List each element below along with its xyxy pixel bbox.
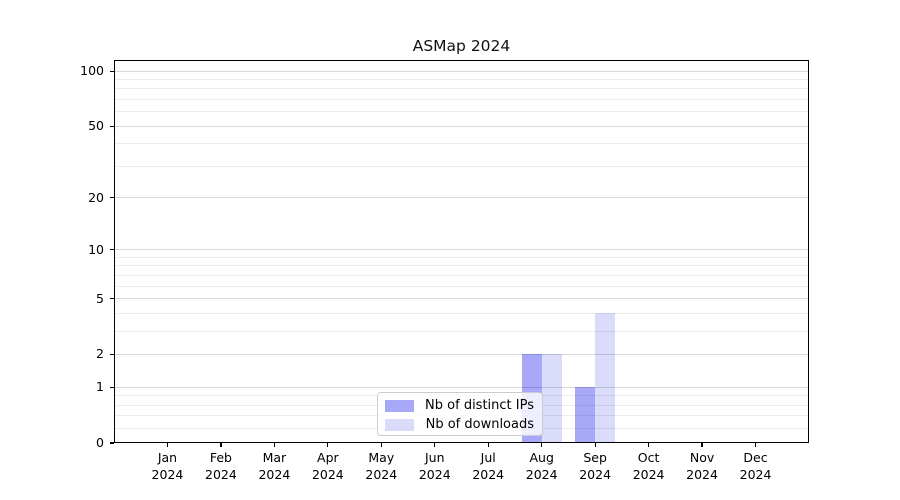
bar-nb-of-distinct-ips-sep xyxy=(575,387,596,442)
x-tick-label: Jul 2024 xyxy=(472,450,505,482)
major-gridline xyxy=(115,386,808,388)
x-tick-mark xyxy=(541,443,543,447)
y-tick-mark xyxy=(110,70,114,72)
legend: Nb of distinct IPs Nb of downloads xyxy=(377,392,543,436)
legend-entry: Nb of distinct IPs xyxy=(385,397,534,415)
y-tick-label: 10 xyxy=(88,241,104,257)
plot-frame xyxy=(114,60,809,443)
major-gridline xyxy=(115,353,808,355)
minor-gridline xyxy=(115,312,808,314)
x-tick-mark xyxy=(273,443,275,447)
x-tick-mark xyxy=(434,443,436,447)
minor-gridline xyxy=(115,111,808,113)
x-tick-label: Nov 2024 xyxy=(686,450,718,482)
y-tick-mark xyxy=(110,197,114,199)
y-tick-label: 20 xyxy=(88,189,104,205)
x-tick-mark xyxy=(754,443,757,447)
minor-gridline xyxy=(115,143,808,145)
y-tick-mark xyxy=(110,442,114,444)
y-tick-label: 50 xyxy=(88,118,104,134)
y-tick-label: 1 xyxy=(96,379,104,395)
minor-gridline xyxy=(115,274,808,276)
major-gridline xyxy=(115,249,808,251)
y-tick-label: 5 xyxy=(96,290,104,306)
bar-nb-of-downloads-aug xyxy=(541,354,562,442)
x-tick-mark xyxy=(220,443,222,447)
major-gridline xyxy=(115,125,808,127)
minor-gridline xyxy=(115,165,808,167)
legend-label: Nb of distinct IPs xyxy=(425,398,534,413)
x-tick-label: Dec 2024 xyxy=(739,450,772,482)
y-tick-label: 0 xyxy=(96,435,104,450)
x-tick-mark xyxy=(648,443,650,447)
x-tick-label: Feb 2024 xyxy=(205,450,237,482)
y-tick-mark xyxy=(110,125,114,127)
y-tick-mark xyxy=(110,298,114,300)
major-gridline xyxy=(115,197,808,199)
x-tick-mark xyxy=(701,443,703,447)
y-tick-mark xyxy=(110,386,114,388)
x-tick-label: Jan 2024 xyxy=(151,450,184,482)
minor-gridline xyxy=(115,330,808,332)
y-tick-mark xyxy=(110,249,114,251)
y-tick-mark xyxy=(110,353,114,356)
major-gridline xyxy=(115,298,808,300)
y-tick-label: 2 xyxy=(96,346,104,362)
x-tick-mark xyxy=(327,443,329,447)
x-tick-mark xyxy=(166,443,169,447)
x-tick-label: Mar 2024 xyxy=(258,450,291,482)
minor-gridline xyxy=(115,256,808,258)
bar-nb-of-downloads-sep xyxy=(595,313,616,442)
legend-label: Nb of downloads xyxy=(425,417,534,432)
x-tick-label: Sep 2024 xyxy=(579,450,612,482)
y-tick-label: 100 xyxy=(80,63,104,79)
x-tick-label: Oct 2024 xyxy=(632,450,665,482)
minor-gridline xyxy=(115,88,808,90)
x-tick-label: May 2024 xyxy=(365,450,398,482)
legend-swatch xyxy=(385,400,414,412)
minor-gridline xyxy=(115,79,808,81)
minor-gridline xyxy=(115,265,808,267)
legend-swatch xyxy=(385,419,414,431)
x-tick-label: Aug 2024 xyxy=(525,450,558,482)
x-tick-mark xyxy=(487,443,489,447)
x-tick-mark xyxy=(594,443,596,447)
chart-title: ASMap 2024 xyxy=(412,37,511,55)
minor-gridline xyxy=(115,99,808,101)
x-tick-label: Apr 2024 xyxy=(311,450,344,482)
minor-gridline xyxy=(115,285,808,287)
x-tick-mark xyxy=(380,443,382,447)
legend-entry: Nb of downloads xyxy=(385,416,534,434)
x-tick-label: Jun 2024 xyxy=(418,450,451,482)
major-gridline xyxy=(115,70,808,72)
